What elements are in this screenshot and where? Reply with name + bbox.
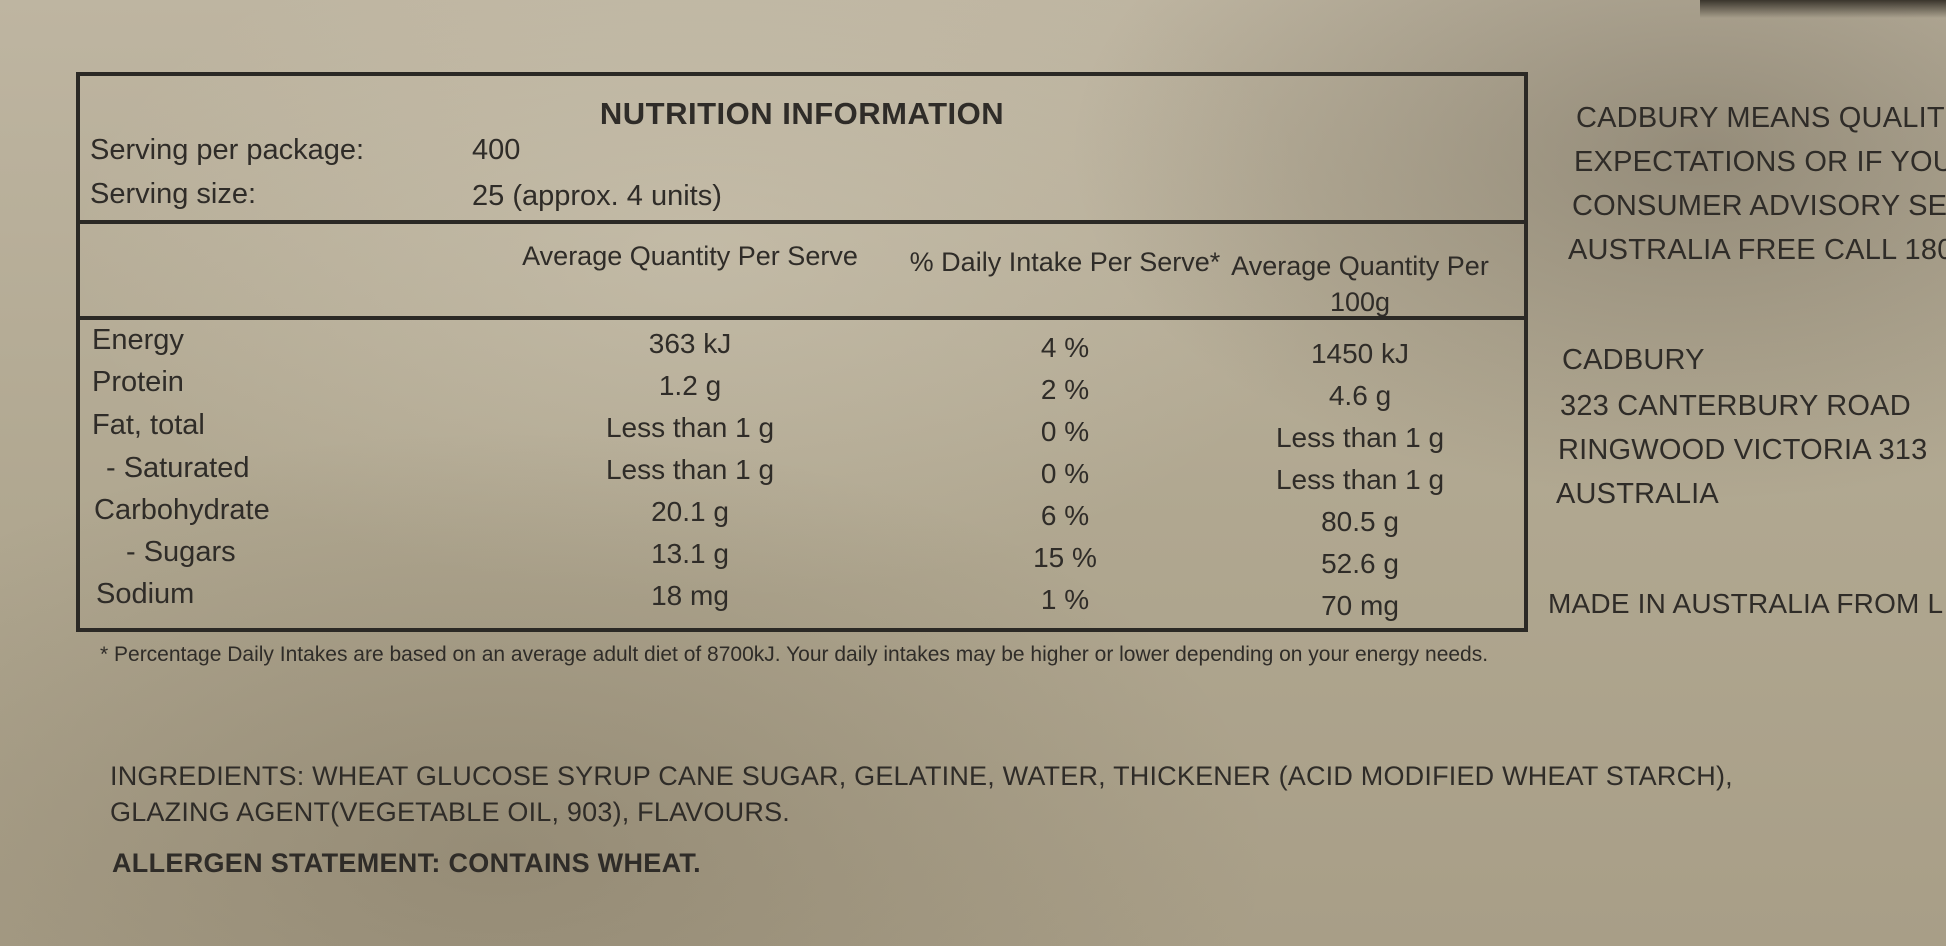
- row-label-sodium: Sodium: [96, 578, 195, 610]
- row-label-saturated: - Saturated: [106, 452, 250, 484]
- cell-carbohydrate-per-100g: 80.5 g: [1321, 506, 1399, 537]
- quality-line-4: AUSTRALIA FREE CALL 180: [1568, 234, 1946, 266]
- row-label-fat-total: Fat, total: [92, 409, 205, 441]
- row-label-energy: Energy: [92, 324, 184, 356]
- made-in-statement: MADE IN AUSTRALIA FROM L: [1548, 588, 1944, 619]
- ingredients-statement: INGREDIENTS: WHEAT GLUCOSE SYRUP CANE SU…: [110, 758, 1910, 830]
- cell-fat-per-100g: Less than 1 g: [1275, 422, 1445, 453]
- cell-sodium-daily-intake: 1 %: [1040, 584, 1090, 615]
- nutrition-panel: NUTRITION INFORMATION Serving per packag…: [76, 72, 1528, 632]
- cell-saturated-per-100g: Less than 1 g: [1275, 464, 1445, 495]
- column-header-daily-intake: % Daily Intake Per Serve*: [909, 247, 1221, 277]
- cell-fat-per-serve: Less than 1 g: [605, 412, 775, 443]
- cell-sugars-per-serve: 13.1 g: [651, 538, 729, 569]
- quality-line-2: EXPECTATIONS OR IF YOU: [1574, 146, 1946, 178]
- address-line-city: RINGWOOD VICTORIA 313: [1558, 434, 1928, 466]
- column-header-per-serve: Average Quantity Per Serve: [522, 241, 858, 271]
- cell-sodium-per-serve: 18 mg: [651, 580, 729, 611]
- address-line-country: AUSTRALIA: [1556, 478, 1719, 510]
- cell-sugars-daily-intake: 15 %: [1033, 542, 1097, 573]
- row-label-carbohydrate: Carbohydrate: [94, 494, 270, 526]
- serving-size-label: Serving size:: [90, 178, 257, 210]
- cell-protein-daily-intake: 2 %: [1040, 374, 1090, 405]
- cell-protein-per-serve: 1.2 g: [658, 370, 722, 401]
- row-label-sugars: - Sugars: [126, 536, 236, 568]
- cell-carbohydrate-per-serve: 20.1 g: [651, 496, 729, 527]
- cell-sodium-per-100g: 70 mg: [1321, 590, 1399, 621]
- ingredients-line-1: INGREDIENTS: WHEAT GLUCOSE SYRUP CANE SU…: [110, 761, 1733, 791]
- cell-energy-daily-intake: 4 %: [1040, 332, 1090, 363]
- cell-energy-per-serve: 363 kJ: [648, 328, 732, 359]
- cell-fat-daily-intake: 0 %: [1040, 416, 1090, 447]
- daily-intake-footnote: * Percentage Daily Intakes are based on …: [100, 643, 1489, 666]
- cell-saturated-daily-intake: 0 %: [1040, 458, 1090, 489]
- address-line-company: CADBURY: [1562, 344, 1705, 376]
- cell-sugars-per-100g: 52.6 g: [1321, 548, 1399, 579]
- header-divider: [80, 220, 1528, 224]
- cell-protein-per-100g: 4.6 g: [1328, 380, 1392, 411]
- allergen-statement: ALLERGEN STATEMENT: CONTAINS WHEAT.: [112, 848, 701, 878]
- serving-per-package-label: Serving per package:: [90, 134, 365, 166]
- cell-carbohydrate-daily-intake: 6 %: [1040, 500, 1090, 531]
- serving-per-package-value: 400: [472, 134, 521, 166]
- box-edge-shadow: [1700, 0, 1946, 18]
- cell-saturated-per-serve: Less than 1 g: [605, 454, 775, 485]
- cell-energy-per-100g: 1450 kJ: [1310, 338, 1410, 369]
- quality-line-1: CADBURY MEANS QUALIT: [1576, 102, 1945, 134]
- address-line-street: 323 CANTERBURY ROAD: [1560, 390, 1911, 422]
- row-label-protein: Protein: [92, 366, 184, 398]
- serving-size-value: 25 (approx. 4 units): [472, 180, 722, 212]
- nutrition-title: NUTRITION INFORMATION: [599, 96, 1005, 131]
- column-header-per-100g: Average Quantity Per 100g: [1231, 251, 1489, 317]
- ingredients-line-2: GLAZING AGENT(VEGETABLE OIL, 903), FLAVO…: [110, 797, 790, 827]
- column-header-divider: [80, 316, 1528, 320]
- quality-line-3: CONSUMER ADVISORY SE: [1572, 190, 1946, 222]
